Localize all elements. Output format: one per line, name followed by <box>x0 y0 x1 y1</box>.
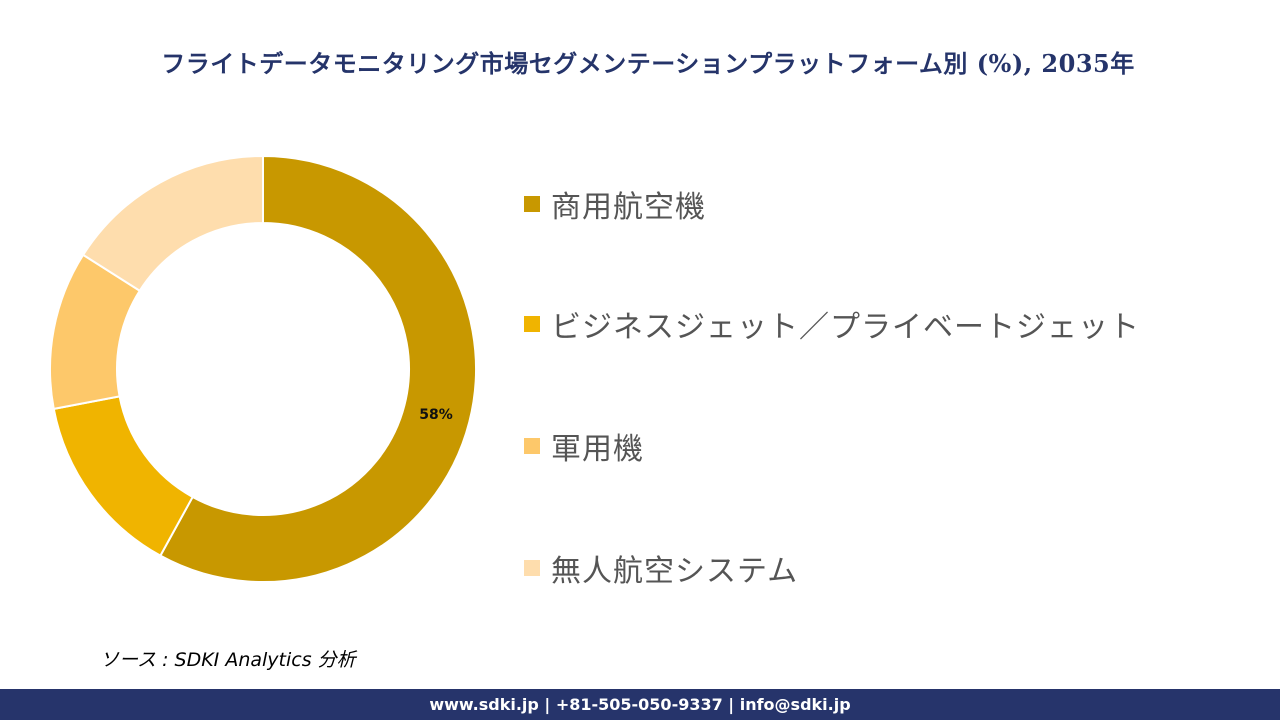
slice-data-label: 58% <box>419 407 453 423</box>
donut-slice <box>52 395 195 558</box>
footer-bar: www.sdki.jp | +81-505-050-9337 | info@sd… <box>0 689 1280 720</box>
donut-slice <box>159 154 477 583</box>
legend-label: ビジネスジェット／プライベートジェット <box>551 310 1140 345</box>
legend-swatch <box>524 196 540 212</box>
legend-item-commercial: 商用航空機 <box>524 182 706 226</box>
legend-swatch <box>524 438 540 454</box>
donut-slices <box>49 154 477 583</box>
donut-chart: 58% <box>49 154 477 583</box>
source-note: ソース : SDKI Analytics 分析 <box>100 649 356 671</box>
legend-label: 軍用機 <box>551 432 644 467</box>
chart-title: フライトデータモニタリング市場セグメンテーションプラットフォーム別 (%), 2… <box>161 49 1135 78</box>
legend-label: 無人航空システム <box>551 554 799 589</box>
legend-label: 商用航空機 <box>551 190 706 225</box>
legend-swatch <box>524 316 540 332</box>
legend-item-military: 軍用機 <box>524 424 644 468</box>
legend-item-business-jet: ビジネスジェット／プライベートジェット <box>524 302 1140 346</box>
legend-item-uas: 無人航空システム <box>524 546 798 590</box>
footer-contact: www.sdki.jp | +81-505-050-9337 | info@sd… <box>429 695 851 714</box>
legend-swatch <box>524 560 540 576</box>
donut-slice <box>81 154 264 293</box>
